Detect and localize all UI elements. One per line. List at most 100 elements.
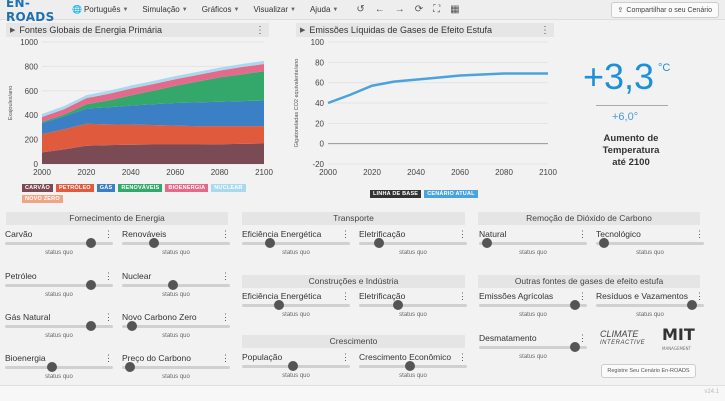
slider-renewables[interactable]: Renováveis ⋮ status quo (122, 229, 230, 259)
slider-transport-electrification[interactable]: Eletrificação ⋮ status quo (359, 229, 467, 259)
slider-knob[interactable] (288, 361, 299, 371)
slider-coal[interactable]: Carvão ⋮ status quo (5, 229, 113, 259)
collapse-triangle-icon[interactable]: ▶ (300, 27, 306, 34)
fullscreen-icon[interactable]: ⛶ (433, 4, 441, 15)
slider-new-zero-carbon[interactable]: Novo Carbono Zero ⋮ status quo (122, 312, 230, 342)
kebab-menu-icon[interactable]: ⋮ (578, 291, 587, 301)
slider-knob[interactable] (47, 362, 58, 372)
kebab-menu-icon[interactable]: ⋮ (695, 291, 704, 301)
slider-knob[interactable] (405, 361, 416, 371)
kebab-menu-icon[interactable]: ⋮ (104, 312, 113, 322)
slider-bioenergy[interactable]: Bioenergia ⋮ status quo (5, 353, 113, 383)
slider-track[interactable] (359, 242, 467, 245)
undo-icon[interactable]: ← (374, 4, 385, 15)
slider-oil[interactable]: Petróleo ⋮ status quo (5, 271, 113, 301)
legend-item[interactable]: LINHA DE BASE (370, 190, 422, 198)
legend-item[interactable]: NUCLEAR (211, 184, 246, 192)
slider-buildings-efficiency[interactable]: Eficiência Energética ⋮ status quo (242, 291, 350, 321)
refresh-icon[interactable]: ⟳ (414, 4, 424, 15)
slider-knob[interactable] (86, 280, 97, 290)
slider-knob[interactable] (168, 280, 179, 290)
slider-knob[interactable] (687, 300, 698, 310)
slider-track[interactable] (122, 366, 230, 369)
slider-track[interactable] (122, 242, 230, 245)
slider-knob[interactable] (86, 321, 97, 331)
slider-knob[interactable] (570, 300, 581, 310)
slider-track[interactable] (596, 304, 704, 307)
slider-track[interactable] (596, 242, 704, 245)
slider-track[interactable] (5, 284, 113, 287)
slider-track[interactable] (5, 325, 113, 328)
kebab-menu-icon[interactable]: ⋮ (458, 229, 467, 239)
kebab-menu-icon[interactable]: ⋮ (695, 229, 704, 239)
kebab-menu-icon[interactable]: ⋮ (221, 229, 230, 239)
menu-view[interactable]: Visualizar ▼ (253, 5, 296, 14)
legend-item[interactable]: BIOENERGIA (165, 184, 209, 192)
reset-icon[interactable]: ↺ (356, 4, 365, 15)
kebab-menu-icon[interactable]: ⋮ (221, 353, 230, 363)
slider-track[interactable] (5, 242, 113, 245)
legend-item[interactable]: CARVÃO (22, 184, 53, 192)
slider-knob[interactable] (393, 300, 404, 310)
legend-item[interactable]: NOVO ZERO (22, 195, 63, 203)
mit-logo[interactable]: MIT MANAGEMENT (662, 327, 695, 356)
slider-carbon-price[interactable]: Preço do Carbono ⋮ status quo (122, 353, 230, 383)
redo-icon[interactable]: → (394, 4, 405, 15)
kebab-menu-icon[interactable]: ⋮ (104, 271, 113, 281)
kebab-menu-icon[interactable]: ⋮ (540, 24, 550, 36)
kebab-menu-icon[interactable]: ⋮ (221, 312, 230, 322)
slider-natural-gas[interactable]: Gás Natural ⋮ status quo (5, 312, 113, 342)
left-panel-header[interactable]: ▶ Fontes Globais de Energia Primária ⋮ (6, 23, 269, 37)
slider-buildings-electrification[interactable]: Eletrificação ⋮ status quo (359, 291, 467, 321)
legend-item[interactable]: PETRÓLEO (55, 184, 94, 192)
app-logo[interactable]: EN-ROADS (6, 0, 55, 24)
collapse-triangle-icon[interactable]: ▶ (10, 27, 16, 34)
kebab-menu-icon[interactable]: ⋮ (578, 333, 587, 343)
slider-knob[interactable] (570, 342, 581, 352)
right-panel-header[interactable]: ▶ Emissões Líquidas de Gases de Efeito E… (296, 23, 554, 37)
slider-population[interactable]: População ⋮ status quo (242, 352, 350, 382)
slider-deforestation[interactable]: Desmatamento ⋮ status quo (479, 333, 587, 363)
kebab-menu-icon[interactable]: ⋮ (458, 291, 467, 301)
slider-agricultural-emissions[interactable]: Emissões Agrícolas ⋮ status quo (479, 291, 587, 321)
kebab-menu-icon[interactable]: ⋮ (341, 291, 350, 301)
kebab-menu-icon[interactable]: ⋮ (221, 271, 230, 281)
slider-knob[interactable] (124, 362, 135, 372)
menu-graphs[interactable]: Gráficos ▼ (202, 5, 240, 14)
menu-help[interactable]: Ajuda ▼ (310, 5, 338, 14)
slider-knob[interactable] (481, 238, 492, 248)
kebab-menu-icon[interactable]: ⋮ (104, 353, 113, 363)
kebab-menu-icon[interactable]: ⋮ (104, 229, 113, 239)
register-scenario-button[interactable]: Registre Seu Cenário En-ROADS (601, 364, 696, 378)
legend-item[interactable]: CENÁRIO ATUAL (424, 190, 478, 198)
slider-knob[interactable] (373, 238, 384, 248)
slider-track[interactable] (359, 304, 467, 307)
slider-knob[interactable] (86, 238, 97, 248)
slider-nuclear[interactable]: Nuclear ⋮ status quo (122, 271, 230, 301)
slider-economic-growth[interactable]: Crescimento Econômico ⋮ status quo (359, 352, 467, 382)
menu-language[interactable]: 🌐 Português ▼ (72, 5, 128, 14)
kebab-menu-icon[interactable]: ⋮ (578, 229, 587, 239)
slider-knob[interactable] (274, 300, 285, 310)
slider-transport-efficiency[interactable]: Eficiência Energética ⋮ status quo (242, 229, 350, 259)
slider-knob[interactable] (264, 238, 275, 248)
slider-track[interactable] (242, 242, 350, 245)
slider-knob[interactable] (149, 238, 160, 248)
slider-track[interactable] (479, 304, 587, 307)
legend-item[interactable]: GÁS (96, 184, 116, 192)
slider-natural-cdr[interactable]: Natural ⋮ status quo (479, 229, 587, 259)
kebab-menu-icon[interactable]: ⋮ (458, 352, 467, 362)
kebab-menu-icon[interactable]: ⋮ (341, 352, 350, 362)
menu-simulation[interactable]: Simulação ▼ (142, 5, 187, 14)
share-button[interactable]: ⇪ Compartilhar o seu Cenário (610, 2, 719, 18)
climate-interactive-logo[interactable]: CLIMATE INTERACTIVE (600, 330, 645, 348)
slider-knob[interactable] (598, 238, 609, 248)
slider-knob[interactable] (126, 321, 137, 331)
slider-track[interactable] (479, 346, 587, 349)
slider-track[interactable] (122, 325, 230, 328)
slider-track[interactable] (5, 366, 113, 369)
slider-track[interactable] (479, 242, 587, 245)
slider-waste-leakage[interactable]: Resíduos e Vazamentos ⋮ status quo (596, 291, 704, 321)
legend-item[interactable]: RENOVÁVEIS (118, 184, 163, 192)
table-icon[interactable]: ▦ (450, 4, 460, 15)
